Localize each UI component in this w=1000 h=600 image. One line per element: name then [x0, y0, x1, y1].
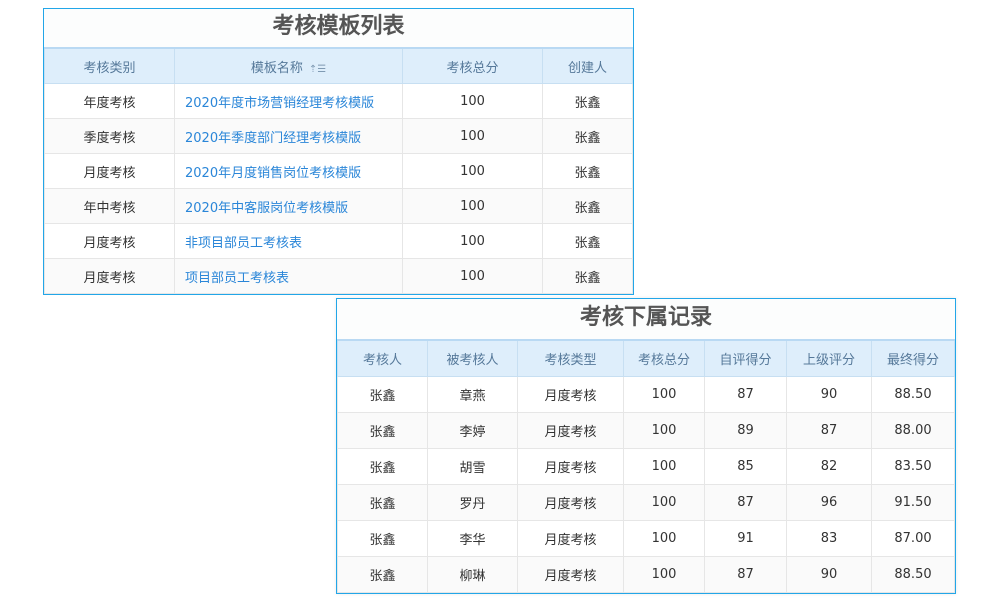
cell-total-score: 100	[623, 484, 705, 521]
cell-assessment-type: 月度考核	[517, 412, 624, 449]
cell-assessor: 张鑫	[337, 520, 428, 557]
cell-assessor: 张鑫	[337, 376, 428, 413]
table-row: 张鑫 李华 月度考核 100 91 83 87.00	[337, 520, 955, 557]
cell-category: 月度考核	[44, 153, 175, 189]
cell-superior-score: 96	[786, 484, 872, 521]
cell-superior-score: 83	[786, 520, 872, 557]
cell-total-score: 100	[402, 153, 543, 189]
cell-total-score: 100	[402, 118, 543, 154]
cell-final-score: 87.00	[871, 520, 955, 557]
cell-final-score: 88.00	[871, 412, 955, 449]
template-list-title: 考核模板列表	[272, 14, 405, 39]
cell-total-score: 100	[623, 556, 705, 593]
cell-total-score: 100	[623, 520, 705, 557]
cell-assessee: 李华	[427, 520, 518, 557]
cell-total-score: 100	[402, 83, 543, 119]
cell-creator: 张鑫	[542, 118, 633, 154]
cell-creator: 张鑫	[542, 153, 633, 189]
header-final-score[interactable]: 最终得分	[871, 339, 955, 377]
cell-total-score: 100	[402, 258, 543, 294]
cell-assessor: 张鑫	[337, 556, 428, 593]
cell-superior-score: 82	[786, 448, 872, 485]
cell-assessee: 罗丹	[427, 484, 518, 521]
cell-self-score: 87	[704, 484, 787, 521]
records-table: 考核人 被考核人 考核类型 考核总分 自评得分 上级评分 最终得分 张鑫 章燕 月度考核 100 8…	[337, 339, 955, 593]
cell-self-score: 89	[704, 412, 787, 449]
cell-superior-score: 87	[786, 412, 872, 449]
cell-assessment-type: 月度考核	[517, 448, 624, 485]
table-row: 季度考核 2020年季度部门经理考核模版 100 张鑫	[44, 118, 633, 154]
cell-assessee: 柳琳	[427, 556, 518, 593]
cell-assessor: 张鑫	[337, 412, 428, 449]
table-row: 月度考核 非项目部员工考核表 100 张鑫	[44, 223, 633, 259]
table-row: 年中考核 2020年中客服岗位考核模版 100 张鑫	[44, 188, 633, 224]
cell-category: 月度考核	[44, 258, 175, 294]
cell-template-name-link[interactable]: 2020年季度部门经理考核模版	[174, 118, 403, 154]
sort-icon[interactable]: ⇡☰	[308, 63, 327, 75]
template-table: 考核类别 模板名称 ⇡☰ 考核总分 创建人 年度考核 2020年度市场营销经理考核模…	[44, 47, 633, 294]
header-total-score[interactable]: 考核总分	[402, 47, 543, 84]
cell-total-score: 100	[402, 223, 543, 259]
cell-template-name-link[interactable]: 2020年中客服岗位考核模版	[174, 188, 403, 224]
cell-assessor: 张鑫	[337, 448, 428, 485]
cell-creator: 张鑫	[542, 83, 633, 119]
cell-category: 年中考核	[44, 188, 175, 224]
cell-final-score: 83.50	[871, 448, 955, 485]
cell-final-score: 91.50	[871, 484, 955, 521]
table-row: 张鑫 李婷 月度考核 100 89 87 88.00	[337, 412, 955, 449]
cell-assessor: 张鑫	[337, 484, 428, 521]
subordinate-records-panel: 考核下属记录 考核人 被考核人 考核类型 考核总分 自评得分 上级评分 最终得分 张鑫 章燕月…	[336, 298, 956, 594]
cell-self-score: 87	[704, 376, 787, 413]
table-row: 月度考核 项目部员工考核表 100 张鑫	[44, 258, 633, 294]
header-superior-score[interactable]: 上级评分	[786, 339, 872, 377]
template-list-panel: 考核模板列表 考核类别 模板名称 ⇡☰ 考核总分 创建人 年度考核 2020年度市场…	[43, 8, 634, 295]
cell-assessment-type: 月度考核	[517, 556, 624, 593]
cell-assessee: 章燕	[427, 376, 518, 413]
table-row: 张鑫 章燕 月度考核 100 87 90 88.50	[337, 376, 955, 413]
header-total-score[interactable]: 考核总分	[623, 339, 705, 377]
cell-category: 月度考核	[44, 223, 175, 259]
cell-template-name-link[interactable]: 项目部员工考核表	[174, 258, 403, 294]
cell-total-score: 100	[623, 376, 705, 413]
cell-self-score: 91	[704, 520, 787, 557]
header-assessee[interactable]: 被考核人	[427, 339, 518, 377]
table-row: 张鑫 胡雪 月度考核 100 85 82 83.50	[337, 448, 955, 485]
cell-superior-score: 90	[786, 376, 872, 413]
header-category[interactable]: 考核类别	[44, 47, 175, 84]
cell-assessee: 胡雪	[427, 448, 518, 485]
header-assessment-type[interactable]: 考核类型	[517, 339, 624, 377]
cell-assessment-type: 月度考核	[517, 520, 624, 557]
header-creator[interactable]: 创建人	[542, 47, 633, 84]
table-row: 张鑫 罗丹 月度考核 100 87 96 91.50	[337, 484, 955, 521]
table-row: 年度考核 2020年度市场营销经理考核模版 100 张鑫	[44, 83, 633, 119]
header-self-score[interactable]: 自评得分	[704, 339, 787, 377]
cell-creator: 张鑫	[542, 188, 633, 224]
cell-assessment-type: 月度考核	[517, 376, 624, 413]
header-template-name[interactable]: 模板名称 ⇡☰	[174, 47, 403, 84]
table-row: 张鑫 柳琳 月度考核 100 87 90 88.50	[337, 556, 955, 593]
cell-category: 年度考核	[44, 83, 175, 119]
cell-assessment-type: 月度考核	[517, 484, 624, 521]
cell-total-score: 100	[623, 448, 705, 485]
cell-total-score: 100	[402, 188, 543, 224]
cell-template-name-link[interactable]: 2020年月度销售岗位考核模版	[174, 153, 403, 189]
cell-creator: 张鑫	[542, 223, 633, 259]
cell-self-score: 85	[704, 448, 787, 485]
header-template-name-label: 模板名称	[250, 60, 303, 76]
cell-creator: 张鑫	[542, 258, 633, 294]
table-row: 月度考核 2020年月度销售岗位考核模版 100 张鑫	[44, 153, 633, 189]
cell-template-name-link[interactable]: 2020年度市场营销经理考核模版	[174, 83, 403, 119]
cell-total-score: 100	[623, 412, 705, 449]
cell-self-score: 87	[704, 556, 787, 593]
header-assessor[interactable]: 考核人	[337, 339, 428, 377]
cell-template-name-link[interactable]: 非项目部员工考核表	[174, 223, 403, 259]
records-title: 考核下属记录	[579, 305, 712, 330]
cell-superior-score: 90	[786, 556, 872, 593]
cell-assessee: 李婷	[427, 412, 518, 449]
cell-final-score: 88.50	[871, 376, 955, 413]
cell-final-score: 88.50	[871, 556, 955, 593]
cell-category: 季度考核	[44, 118, 175, 154]
